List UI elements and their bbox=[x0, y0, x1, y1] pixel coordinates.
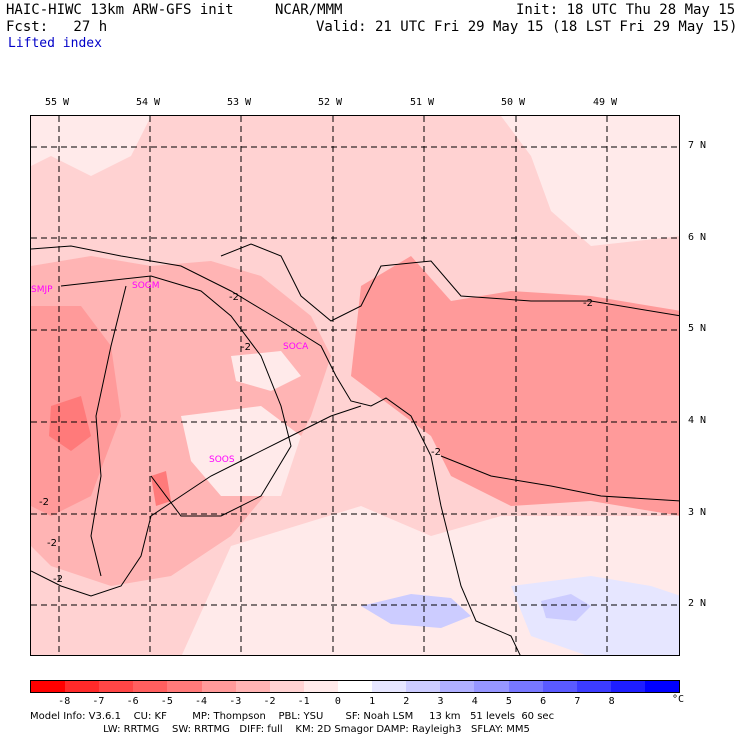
valid-time: Valid: 21 UTC Fri 29 May 15 (18 LST Fri … bbox=[316, 19, 738, 35]
contour-minus-2-east bbox=[440, 455, 679, 502]
peak-region-central bbox=[151, 471, 171, 506]
country-border-west bbox=[90, 285, 127, 577]
contour-label: -2 bbox=[39, 497, 49, 508]
colorbar-tick-label: 1 bbox=[369, 696, 376, 707]
colorbar-swatch bbox=[303, 681, 338, 692]
contour-label: -2 bbox=[53, 574, 63, 585]
lon-label-52w: 52 W bbox=[318, 97, 343, 108]
model-info-line-1: Model Info: V3.6.1 CU: KF MP: Thompson P… bbox=[30, 711, 555, 722]
lat-label-6n: 6 N bbox=[688, 232, 707, 243]
light-region-northeast bbox=[501, 116, 679, 246]
colorbar-swatch bbox=[542, 681, 577, 692]
colorbar-tick-label: -5 bbox=[160, 696, 173, 707]
lon-label-54w: 54 W bbox=[136, 97, 161, 108]
colorbar-tick-label: 4 bbox=[471, 696, 478, 707]
colorbar-tick-label: 6 bbox=[540, 696, 547, 707]
colorbar-tick-label: -8 bbox=[58, 696, 71, 707]
contour-label: -2 bbox=[583, 298, 593, 309]
lon-label-49w: 49 W bbox=[593, 97, 618, 108]
colorbar-swatch bbox=[372, 681, 407, 692]
init-time: Init: 18 UTC Thu 28 May 15 bbox=[516, 2, 736, 18]
colorbar-swatch bbox=[406, 681, 441, 692]
colorbar-swatch bbox=[508, 681, 543, 692]
colorbar-tick-label: -7 bbox=[92, 696, 105, 707]
station-smjp: SMJP bbox=[31, 285, 53, 295]
lon-label-55w: 55 W bbox=[45, 97, 70, 108]
light-region-northwest bbox=[31, 116, 151, 176]
model-info-line-2: LW: RRTMG SW: RRTMG DIFF: full KM: 2D Sm… bbox=[30, 724, 530, 735]
colorbar-swatch bbox=[201, 681, 236, 692]
station-soca: SOCA bbox=[283, 342, 309, 352]
colorbar-swatch bbox=[644, 681, 680, 692]
lon-label-50w: 50 W bbox=[501, 97, 526, 108]
graticule bbox=[31, 116, 679, 655]
org-label: NCAR/MMM bbox=[275, 2, 343, 18]
contour-label: -2 bbox=[241, 342, 251, 353]
colorbar-unit: °C bbox=[672, 694, 685, 705]
colorbar-tick-label: -4 bbox=[195, 696, 208, 707]
colorbar-swatch bbox=[610, 681, 645, 692]
country-border-south bbox=[31, 405, 362, 597]
colorbar-swatch bbox=[269, 681, 304, 692]
light-region-inland-2 bbox=[231, 351, 301, 391]
colorbar-tick-label: 8 bbox=[608, 696, 615, 707]
colorbar-tick-label: 2 bbox=[403, 696, 410, 707]
lon-label-51w: 51 W bbox=[410, 97, 435, 108]
field-name: Lifted index bbox=[8, 36, 102, 51]
positive-core-southeast bbox=[541, 594, 591, 621]
lat-label-5n: 5 N bbox=[688, 323, 707, 334]
colorbar-tick-label: -3 bbox=[229, 696, 242, 707]
moderate-region-west bbox=[31, 256, 331, 586]
contour-label: -2 bbox=[47, 538, 57, 549]
colorbar-tick-label: -1 bbox=[297, 696, 310, 707]
colorbar-swatch bbox=[235, 681, 270, 692]
lat-label-4n: 4 N bbox=[688, 415, 707, 426]
contour-label: -2 bbox=[431, 447, 441, 458]
map-panel: -2 -2 -2 -2 -2 -2 -2 SMJP SOGM SOCA SOOS bbox=[30, 115, 680, 656]
colorbar-swatch bbox=[576, 681, 611, 692]
colorbar-swatch bbox=[337, 681, 373, 692]
moderate-region-east bbox=[351, 256, 679, 516]
colorbar-swatch bbox=[65, 681, 100, 692]
lifted-index-map: -2 -2 -2 -2 -2 -2 -2 SMJP SOGM SOCA SOOS bbox=[31, 116, 679, 655]
lat-label-7n: 7 N bbox=[688, 140, 707, 151]
forecast-hour: Fcst: 27 h bbox=[6, 19, 108, 35]
positive-region-southeast bbox=[511, 576, 679, 655]
colorbar-swatch bbox=[440, 681, 475, 692]
colorbar-tick-label: 0 bbox=[334, 696, 341, 707]
colorbar-tick-label: 3 bbox=[437, 696, 444, 707]
lat-label-2n: 2 N bbox=[688, 598, 707, 609]
colorbar-tick-label: 7 bbox=[574, 696, 581, 707]
colorbar-swatch bbox=[167, 681, 202, 692]
colorbar-tick-label: -2 bbox=[263, 696, 276, 707]
station-soos: SOOS bbox=[209, 455, 235, 465]
colorbar-tick-label: -6 bbox=[126, 696, 139, 707]
colorbar-swatch bbox=[99, 681, 134, 692]
coastline bbox=[31, 245, 521, 655]
model-title: HAIC-HIWC 13km ARW-GFS init bbox=[6, 2, 234, 18]
station-sogm: SOGM bbox=[132, 281, 160, 291]
colorbar-swatch bbox=[133, 681, 168, 692]
contour-minus-2-west bbox=[60, 275, 292, 517]
colorbar-swatch bbox=[474, 681, 509, 692]
positive-region-south bbox=[361, 594, 471, 628]
lat-label-3n: 3 N bbox=[688, 507, 707, 518]
contour-label: -2 bbox=[229, 292, 239, 303]
lon-label-53w: 53 W bbox=[227, 97, 252, 108]
colorbar-swatch bbox=[31, 681, 66, 692]
colorbar-tick-label: 5 bbox=[505, 696, 512, 707]
colorbar bbox=[30, 680, 680, 693]
contour-minus-2-north bbox=[220, 243, 679, 322]
